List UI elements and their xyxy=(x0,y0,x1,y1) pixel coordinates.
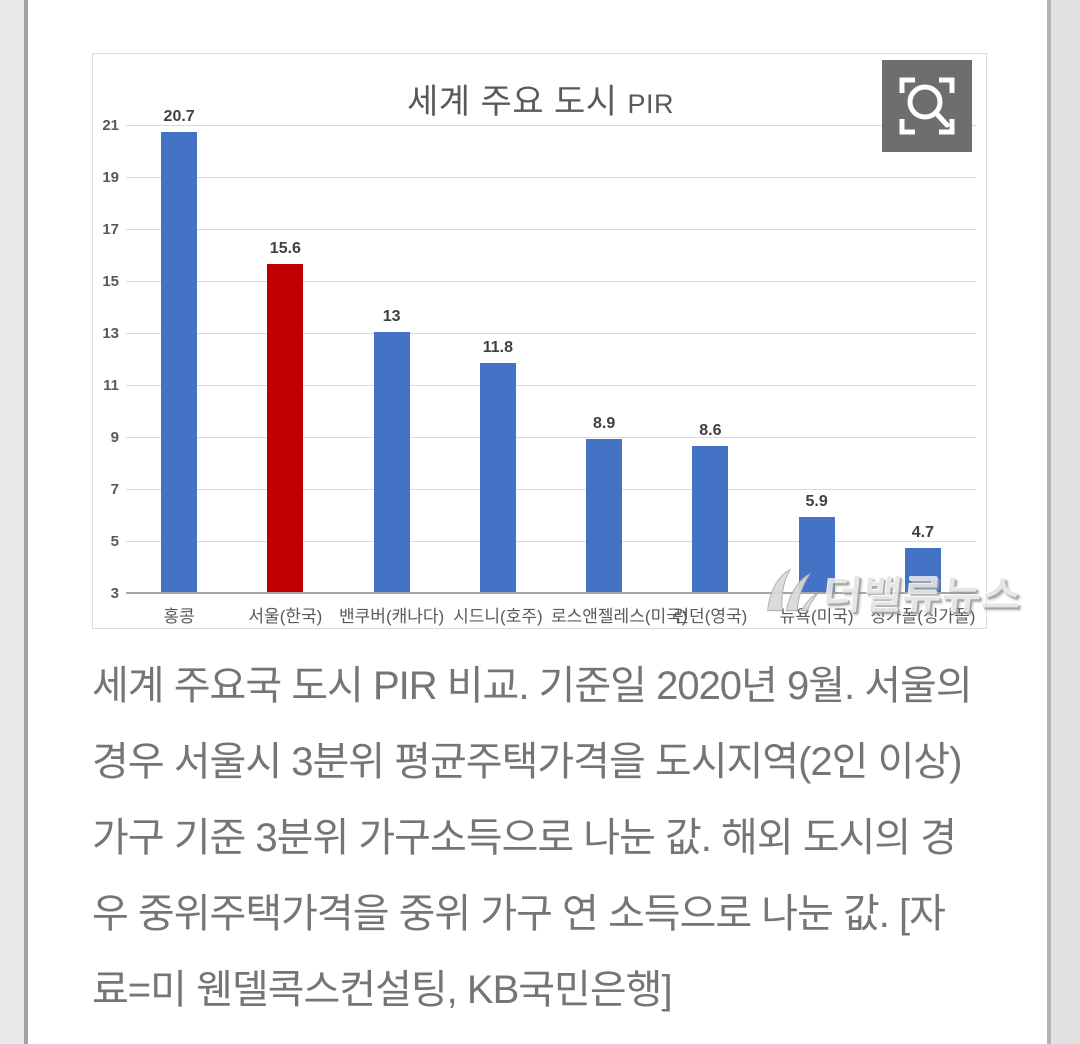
bar-value-label: 5.9 xyxy=(805,492,828,510)
bar-2 xyxy=(373,332,410,592)
bar-value-label: 13 xyxy=(382,308,401,325)
bar-4 xyxy=(586,438,623,592)
y-axis-tick-label: 3 xyxy=(110,585,119,602)
pir-bar-chart: 세계 주요 도시 PIR 20.7 15.6 13 11.8 8.9 8.6 5.9 4.7 … xyxy=(92,53,987,629)
caption-line: 경우 서울시 3분위 평균주택가격을 도시지역(2인 이상) xyxy=(92,740,963,784)
gridline xyxy=(126,125,976,126)
bar-value-label: 20.7 xyxy=(163,107,195,125)
y-axis-tick-label: 7 xyxy=(110,481,119,498)
bar-1 xyxy=(267,264,304,592)
zoom-expand-button[interactable] xyxy=(882,60,972,152)
bar-value-label: 4.7 xyxy=(911,523,934,541)
bar-3 xyxy=(479,363,516,592)
bar-5 xyxy=(692,446,729,592)
bar-0 xyxy=(161,131,198,592)
x-axis-line xyxy=(126,592,976,594)
gridline xyxy=(126,177,976,178)
caption-line: 가구 기준 3분위 가구소득으로 나눈 값. 해외 도시의 경 xyxy=(92,816,957,860)
gridline xyxy=(126,333,976,334)
gridline xyxy=(126,437,976,438)
bar-value-label: 15.6 xyxy=(269,240,301,258)
gridline xyxy=(126,489,976,490)
y-axis-tick-label: 13 xyxy=(102,325,119,342)
y-axis-tick-label: 9 xyxy=(110,429,119,446)
gridline xyxy=(126,229,976,230)
caption-line: 료=미 웬델콕스컨설팅, KB국민은행] xyxy=(92,968,673,1012)
left-margin-strip xyxy=(0,0,28,1044)
y-axis-tick-label: 5 xyxy=(110,533,119,550)
right-margin-strip xyxy=(1047,0,1080,1044)
x-axis-category-label: 싱가폴(싱가폴) xyxy=(870,607,976,626)
bar-value-label: 8.6 xyxy=(699,422,722,440)
x-axis-category-label: 런던(영국) xyxy=(673,607,748,626)
y-axis-tick-label: 11 xyxy=(103,377,119,394)
gridline xyxy=(126,281,976,282)
y-axis-tick-label: 15 xyxy=(102,273,119,290)
y-axis-tick-label: 21 xyxy=(102,117,119,134)
chart-title-latin: PIR xyxy=(627,89,675,119)
bar-value-label: 11.8 xyxy=(482,339,513,357)
caption-line: 세계 주요국 도시 PIR 비교. 기준일 2020년 9월. 서울의 xyxy=(92,664,973,708)
x-axis-category-label: 홍콩 xyxy=(163,607,195,626)
y-axis-tick-label: 19 xyxy=(102,169,119,186)
x-axis-category-label: 밴쿠버(캐나다) xyxy=(339,607,445,626)
chart-title: 세계 주요 도시 PIR xyxy=(93,74,988,123)
chart-title-korean: 세계 주요 도시 xyxy=(406,83,618,121)
gridline xyxy=(126,385,976,386)
x-axis-category-label: 시드니(호주) xyxy=(453,607,543,626)
y-axis-tick-label: 17 xyxy=(102,221,119,238)
x-axis-category-label: 로스앤젤레스(미국) xyxy=(551,607,688,626)
bar-7 xyxy=(904,547,941,592)
x-axis-category-label: 뉴욕(미국) xyxy=(779,607,854,626)
x-axis-category-label: 서울(한국) xyxy=(248,607,323,626)
gridline xyxy=(126,541,976,542)
plot-area: 20.7 15.6 13 11.8 8.9 8.6 5.9 4.7 xyxy=(126,108,976,594)
bar-value-label: 8.9 xyxy=(593,414,616,432)
caption-line: 우 중위주택가격을 중위 가구 연 소득으로 나눈 값. [자 xyxy=(92,892,946,936)
bar-6 xyxy=(798,516,835,592)
zoom-expand-icon xyxy=(899,77,955,135)
